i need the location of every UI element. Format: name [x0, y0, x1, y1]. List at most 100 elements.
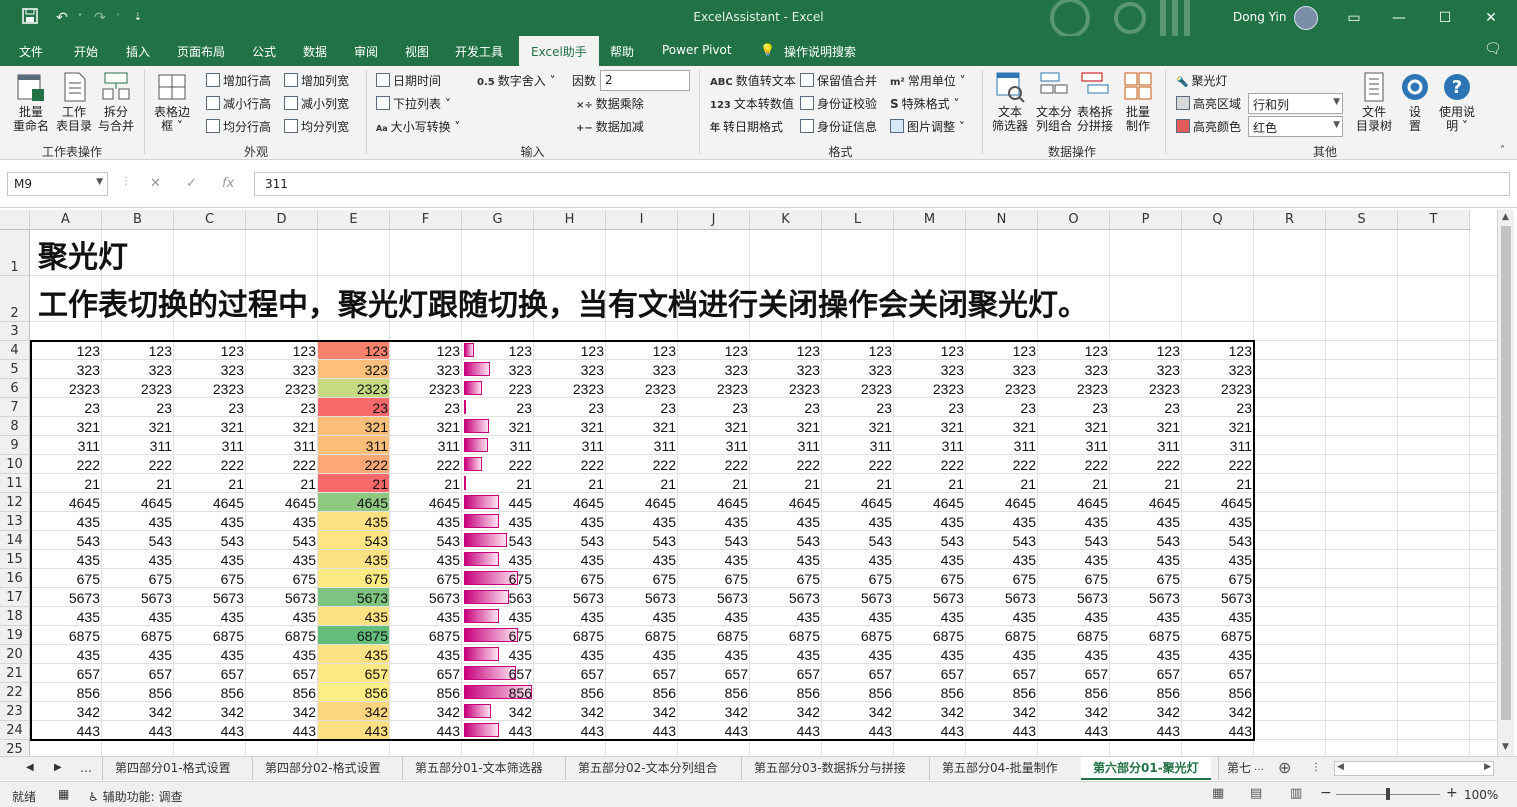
- row-header[interactable]: 7: [0, 398, 30, 417]
- text-split-button[interactable]: 文本分 列组合: [1034, 71, 1074, 133]
- id-check-button[interactable]: 身份证校验: [800, 95, 877, 113]
- cell[interactable]: 657: [220, 666, 244, 682]
- cell[interactable]: 543: [940, 533, 964, 549]
- enter-icon[interactable]: ✓: [186, 176, 197, 191]
- cell[interactable]: 222: [508, 457, 532, 473]
- cell[interactable]: 443: [868, 723, 892, 739]
- cell[interactable]: 435: [724, 552, 748, 568]
- row-header[interactable]: 14: [0, 531, 30, 550]
- row-header[interactable]: 4: [0, 341, 30, 360]
- cell[interactable]: 6875: [1076, 628, 1108, 644]
- cell[interactable]: 435: [1156, 552, 1180, 568]
- cell[interactable]: 435: [796, 609, 820, 625]
- cell[interactable]: 321: [1156, 419, 1180, 435]
- row-header[interactable]: 24: [0, 721, 30, 740]
- cell[interactable]: 123: [580, 343, 604, 359]
- cell[interactable]: 321: [652, 419, 676, 435]
- cell[interactable]: 5673: [68, 590, 100, 606]
- cell[interactable]: 123: [1156, 343, 1180, 359]
- cell[interactable]: 435: [1156, 647, 1180, 663]
- cell[interactable]: 435: [796, 514, 820, 530]
- cell[interactable]: 2323: [284, 381, 316, 397]
- even-row-height-button[interactable]: 均分行高: [206, 118, 271, 136]
- cell[interactable]: 435: [580, 552, 604, 568]
- cell[interactable]: 4645: [572, 495, 604, 511]
- column-header[interactable]: Q: [1182, 210, 1254, 230]
- cell[interactable]: 23: [156, 400, 172, 416]
- cell[interactable]: 342: [724, 704, 748, 720]
- add-sheet-icon[interactable]: ⊕: [1278, 758, 1292, 777]
- common-units-button[interactable]: m² 常用单位 ˅: [890, 72, 966, 90]
- cell[interactable]: 443: [652, 723, 676, 739]
- cell[interactable]: 323: [652, 362, 676, 378]
- cell[interactable]: 856: [76, 685, 100, 701]
- scroll-up-icon[interactable]: ▲: [1502, 212, 1509, 222]
- sheet-tab[interactable]: 第四部分01-格式设置: [102, 757, 243, 780]
- cell[interactable]: 543: [796, 533, 820, 549]
- cell[interactable]: 321: [724, 419, 748, 435]
- column-header[interactable]: G: [462, 210, 534, 230]
- more-sheets-button[interactable]: …: [80, 761, 92, 775]
- cell[interactable]: 563: [508, 590, 532, 606]
- cell[interactable]: 321: [148, 419, 172, 435]
- cell[interactable]: 342: [1084, 704, 1108, 720]
- cell[interactable]: 443: [508, 723, 532, 739]
- cell[interactable]: 6875: [860, 628, 892, 644]
- row-header[interactable]: 15: [0, 550, 30, 569]
- row-header[interactable]: 1: [0, 230, 30, 276]
- cell[interactable]: 435: [580, 514, 604, 530]
- cell[interactable]: 6875: [572, 628, 604, 644]
- column-header[interactable]: F: [390, 210, 462, 230]
- cell[interactable]: 675: [364, 571, 388, 587]
- column-header[interactable]: E: [318, 210, 390, 230]
- cell[interactable]: 435: [364, 647, 388, 663]
- cell[interactable]: 321: [1084, 419, 1108, 435]
- cell[interactable]: 323: [220, 362, 244, 378]
- row-header[interactable]: 17: [0, 588, 30, 607]
- cell[interactable]: 543: [148, 533, 172, 549]
- cell[interactable]: 6875: [212, 628, 244, 644]
- cell[interactable]: 2323: [212, 381, 244, 397]
- cell[interactable]: 323: [1228, 362, 1252, 378]
- cell[interactable]: 311: [797, 438, 820, 454]
- cell[interactable]: 657: [1228, 666, 1252, 682]
- chevron-down-icon[interactable]: ▼: [96, 177, 103, 187]
- cell[interactable]: 311: [1013, 438, 1036, 454]
- accessibility-status[interactable]: ♿ 辅助功能: 调查: [88, 788, 182, 805]
- page-break-view-icon[interactable]: ▥: [1290, 786, 1303, 801]
- cell[interactable]: 435: [1156, 609, 1180, 625]
- keep-value-merge-button[interactable]: 保留值合并: [800, 72, 877, 90]
- cell[interactable]: 657: [868, 666, 892, 682]
- cell[interactable]: 435: [292, 609, 316, 625]
- cell[interactable]: 675: [220, 571, 244, 587]
- cell[interactable]: 435: [1084, 609, 1108, 625]
- cell[interactable]: 856: [796, 685, 820, 701]
- cell[interactable]: 21: [732, 476, 748, 492]
- undo-icon[interactable]: ↶: [56, 10, 68, 26]
- add-row-height-button[interactable]: 增加行高: [206, 72, 271, 90]
- cell[interactable]: 657: [292, 666, 316, 682]
- cell[interactable]: 435: [292, 647, 316, 663]
- cell[interactable]: 435: [868, 609, 892, 625]
- cell[interactable]: 543: [580, 533, 604, 549]
- cell[interactable]: 4645: [1148, 495, 1180, 511]
- cell[interactable]: 435: [1084, 552, 1108, 568]
- cell[interactable]: 6875: [1004, 628, 1036, 644]
- cell[interactable]: 4645: [1004, 495, 1036, 511]
- cell[interactable]: 123: [1228, 343, 1252, 359]
- cell[interactable]: 435: [148, 514, 172, 530]
- tab-data[interactable]: 数据: [303, 45, 328, 59]
- cell[interactable]: 23: [1020, 400, 1036, 416]
- factor-input[interactable]: 2: [600, 70, 690, 91]
- cell[interactable]: 856: [652, 685, 676, 701]
- datetime-button[interactable]: 日期时间: [376, 72, 441, 90]
- cell[interactable]: 443: [580, 723, 604, 739]
- cell[interactable]: 323: [724, 362, 748, 378]
- cell[interactable]: 311: [725, 438, 748, 454]
- cell[interactable]: 342: [148, 704, 172, 720]
- row-header[interactable]: 18: [0, 607, 30, 626]
- cell[interactable]: 222: [1156, 457, 1180, 473]
- cell[interactable]: 6875: [68, 628, 100, 644]
- cell[interactable]: 657: [940, 666, 964, 682]
- cell[interactable]: 123: [436, 343, 460, 359]
